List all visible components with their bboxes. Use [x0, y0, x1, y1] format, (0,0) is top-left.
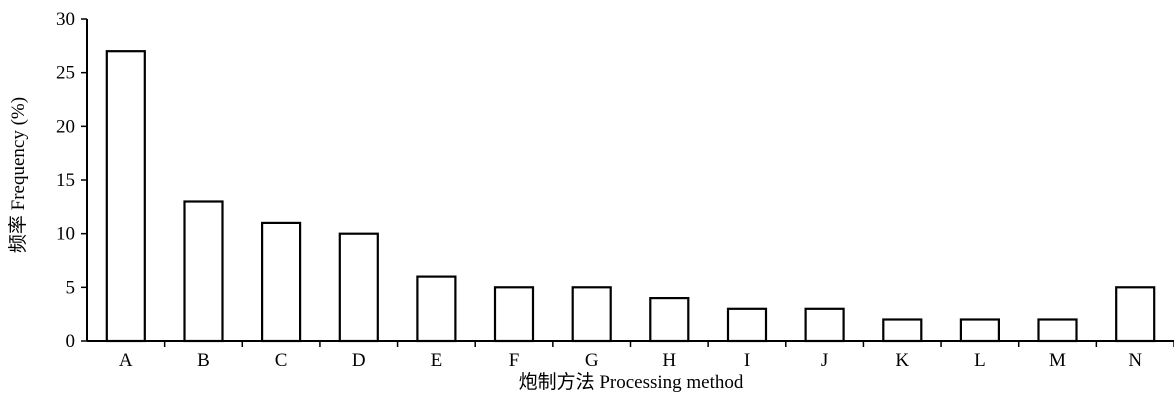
x-axis-title: 炮制方法 Processing method	[519, 371, 744, 393]
x-tick-label-F: F	[509, 350, 520, 371]
x-tick-label-K: K	[895, 350, 909, 371]
y-ticks: 0 5 10 15 20 25 30	[56, 9, 87, 352]
bar-C	[261, 221, 302, 343]
x-tick-label-N: N	[1128, 350, 1142, 371]
bar-J	[804, 307, 845, 343]
y-tick-label: 30	[56, 9, 75, 30]
y-axis-title: 频率 Frequency (%)	[7, 97, 29, 253]
y-tick-label: 0	[66, 331, 76, 352]
y-tick-label: 5	[66, 277, 76, 298]
bar-M	[1037, 318, 1078, 343]
bar-F	[493, 286, 535, 343]
bar-K	[882, 318, 923, 343]
bar-I	[726, 307, 768, 343]
bar-G	[571, 286, 612, 343]
x-tick-label-I: I	[744, 350, 750, 371]
bar-H	[649, 297, 690, 343]
bar-L	[959, 318, 1001, 343]
y-tick-label: 15	[56, 170, 75, 191]
y-tick-label: 10	[56, 224, 75, 245]
y-tick-label: 20	[56, 116, 75, 137]
x-tick-label-A: A	[119, 350, 133, 371]
x-ticks: A B C D E F G H I J K L M N	[119, 341, 1174, 371]
x-tick-label-D: D	[352, 350, 366, 371]
bar-B	[183, 200, 224, 343]
x-tick-label-G: G	[585, 350, 599, 371]
x-tick-label-C: C	[275, 350, 288, 371]
bar-D	[338, 232, 379, 343]
y-tick-label: 25	[56, 63, 75, 84]
bars-layer	[105, 50, 1156, 343]
x-tick-label-L: L	[974, 350, 986, 371]
axes-layer	[86, 19, 1174, 342]
x-tick-label-B: B	[197, 350, 210, 371]
bar-E	[416, 275, 457, 343]
x-tick-label-H: H	[662, 350, 676, 371]
bar-A	[105, 50, 146, 343]
bar-N	[1115, 286, 1156, 343]
x-tick-label-E: E	[431, 350, 443, 371]
x-tick-label-M: M	[1049, 350, 1066, 371]
x-tick-label-J: J	[821, 350, 828, 371]
